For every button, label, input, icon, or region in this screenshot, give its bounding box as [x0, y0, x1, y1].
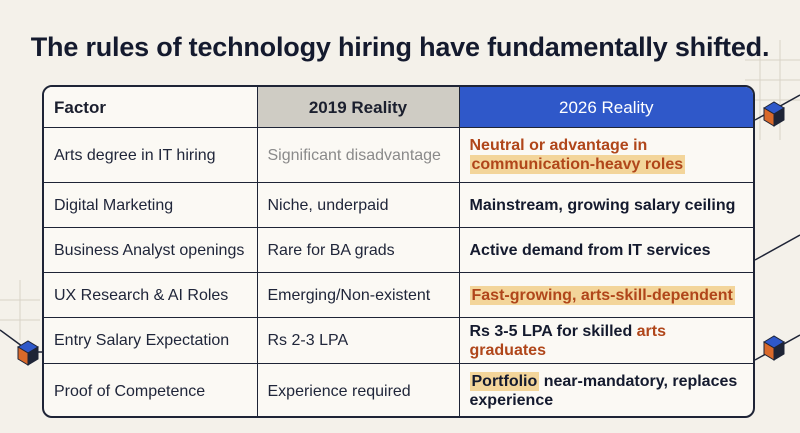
reality-2019-cell: Rare for BA grads	[256, 227, 460, 273]
cube-icon-left	[17, 340, 39, 366]
table-row: UX Research & AI Roles Emerging/Non-exis…	[44, 272, 753, 318]
reality-2019-cell: Significant disadvantage	[256, 127, 460, 183]
reality-2019-cell: Niche, underpaid	[256, 182, 460, 228]
table-row: Business Analyst openings Rare for BA gr…	[44, 227, 753, 273]
reality-2026-cell: Rs 3-5 LPA for skilled arts graduates	[458, 317, 753, 364]
table-row: Proof of Competence Experience required …	[44, 363, 753, 416]
factor-cell: Digital Marketing	[44, 182, 258, 228]
page-title: The rules of technology hiring have fund…	[30, 32, 770, 62]
reality-2026-text: near-mandatory, replaces experience	[469, 373, 738, 409]
reality-2026-cell: Mainstream, growing salary ceiling	[458, 182, 753, 228]
factor-cell: Entry Salary Expectation	[44, 317, 258, 364]
reality-2026-cell: Fast-growing, arts-skill-dependent	[458, 272, 753, 318]
reality-2019-cell: Emerging/Non-existent	[256, 272, 460, 318]
header-2019: 2019 Reality	[256, 87, 460, 128]
header-factor: Factor	[44, 87, 258, 128]
reality-2026-line-1: Neutral or advantage in	[469, 137, 648, 154]
cube-icon-right-top	[763, 101, 785, 127]
reality-2026-accent: arts graduates	[469, 322, 667, 359]
cube-icon-right-bottom	[763, 335, 785, 361]
comparison-table: Factor 2019 Reality 2026 Reality Arts de…	[42, 85, 755, 418]
factor-cell: Arts degree in IT hiring	[44, 127, 258, 183]
reality-2019-cell: Rs 2-3 LPA	[256, 317, 460, 364]
reality-2026-text: Rs 3-5 LPA for skilled	[469, 322, 637, 340]
table-row: Entry Salary Expectation Rs 2-3 LPA Rs 3…	[44, 317, 753, 364]
table-row: Digital Marketing Niche, underpaid Mains…	[44, 182, 753, 228]
header-2026: 2026 Reality	[458, 87, 753, 128]
factor-cell: Business Analyst openings	[44, 227, 258, 273]
table-row: Arts degree in IT hiring Significant dis…	[44, 127, 753, 183]
factor-cell: UX Research & AI Roles	[44, 272, 258, 318]
reality-2026-highlight: communication-heavy roles	[469, 155, 686, 174]
reality-2026-cell: Neutral or advantage in communication-he…	[458, 127, 753, 183]
reality-2026-cell: Portfolio near-mandatory, replaces exper…	[458, 363, 753, 416]
factor-cell: Proof of Competence	[44, 363, 258, 416]
reality-2019-cell: Experience required	[256, 363, 460, 416]
reality-2026-cell: Active demand from IT services	[458, 227, 753, 273]
reality-2026-highlight: Fast-growing, arts-skill-dependent	[469, 285, 735, 305]
table-header-row: Factor 2019 Reality 2026 Reality	[44, 87, 753, 128]
reality-2026-highlight: Portfolio	[469, 372, 540, 391]
